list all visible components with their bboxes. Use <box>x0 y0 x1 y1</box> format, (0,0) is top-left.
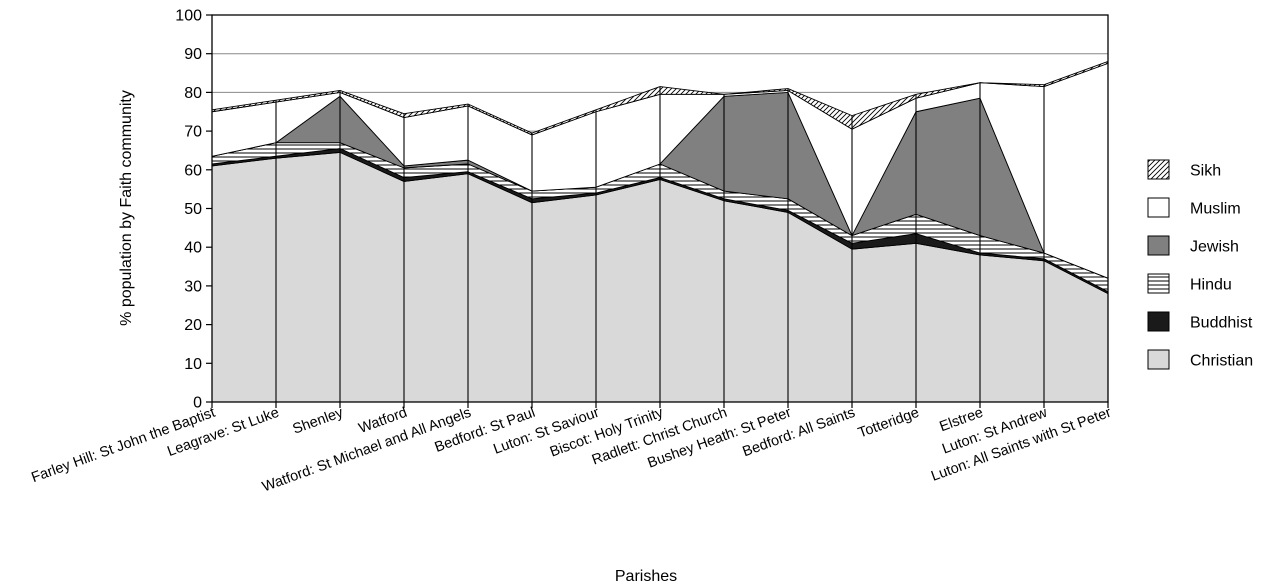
x-tick-labels: Farley Hill: St John the BaptistLeagrave… <box>29 404 1113 495</box>
legend-label: Buddhist <box>1190 315 1253 332</box>
legend-item-buddhist: Buddhist <box>1147 311 1253 332</box>
x-axis-title: Parishes <box>615 568 677 585</box>
legend-swatch <box>1147 159 1170 180</box>
category-separators <box>275 82 1045 402</box>
legend-label: Hindu <box>1190 277 1232 294</box>
legend: Sikh Muslim Jewish Hindu Buddhist Christian <box>1147 159 1253 370</box>
y-tick-label: 10 <box>184 356 202 373</box>
legend-swatch <box>1147 311 1170 332</box>
x-tick-label: Totteridge <box>856 405 921 442</box>
y-tick-label: 90 <box>184 46 202 63</box>
axes <box>206 14 1109 408</box>
y-tick-label: 40 <box>184 240 202 257</box>
legend-swatch <box>1147 349 1170 370</box>
y-tick-labels: 0 10 20 30 40 50 60 70 80 90 100 <box>175 8 202 412</box>
legend-item-sikh: Sikh <box>1147 159 1221 180</box>
legend-label: Christian <box>1190 353 1253 370</box>
legend-swatch <box>1147 273 1170 294</box>
legend-item-christian: Christian <box>1147 349 1253 370</box>
y-tick-label: 30 <box>184 278 202 295</box>
legend-label: Jewish <box>1190 239 1239 256</box>
y-tick-label: 80 <box>184 85 202 102</box>
legend-swatch <box>1147 235 1170 256</box>
legend-item-muslim: Muslim <box>1147 197 1241 218</box>
legend-swatch <box>1147 197 1170 218</box>
y-axis-title: % population by Faith community <box>118 90 135 326</box>
y-tick-label: 60 <box>184 162 202 179</box>
x-tick-label: Shenley <box>291 404 346 437</box>
y-tick-label: 100 <box>175 8 202 25</box>
y-tick-label: 50 <box>184 201 202 218</box>
legend-item-jewish: Jewish <box>1147 235 1239 256</box>
y-tick-label: 0 <box>193 395 202 412</box>
y-tick-label: 70 <box>184 124 202 141</box>
y-tick-label: 20 <box>184 317 202 334</box>
legend-label: Muslim <box>1190 201 1241 218</box>
legend-label: Sikh <box>1190 163 1221 180</box>
legend-item-hindu: Hindu <box>1147 273 1232 294</box>
